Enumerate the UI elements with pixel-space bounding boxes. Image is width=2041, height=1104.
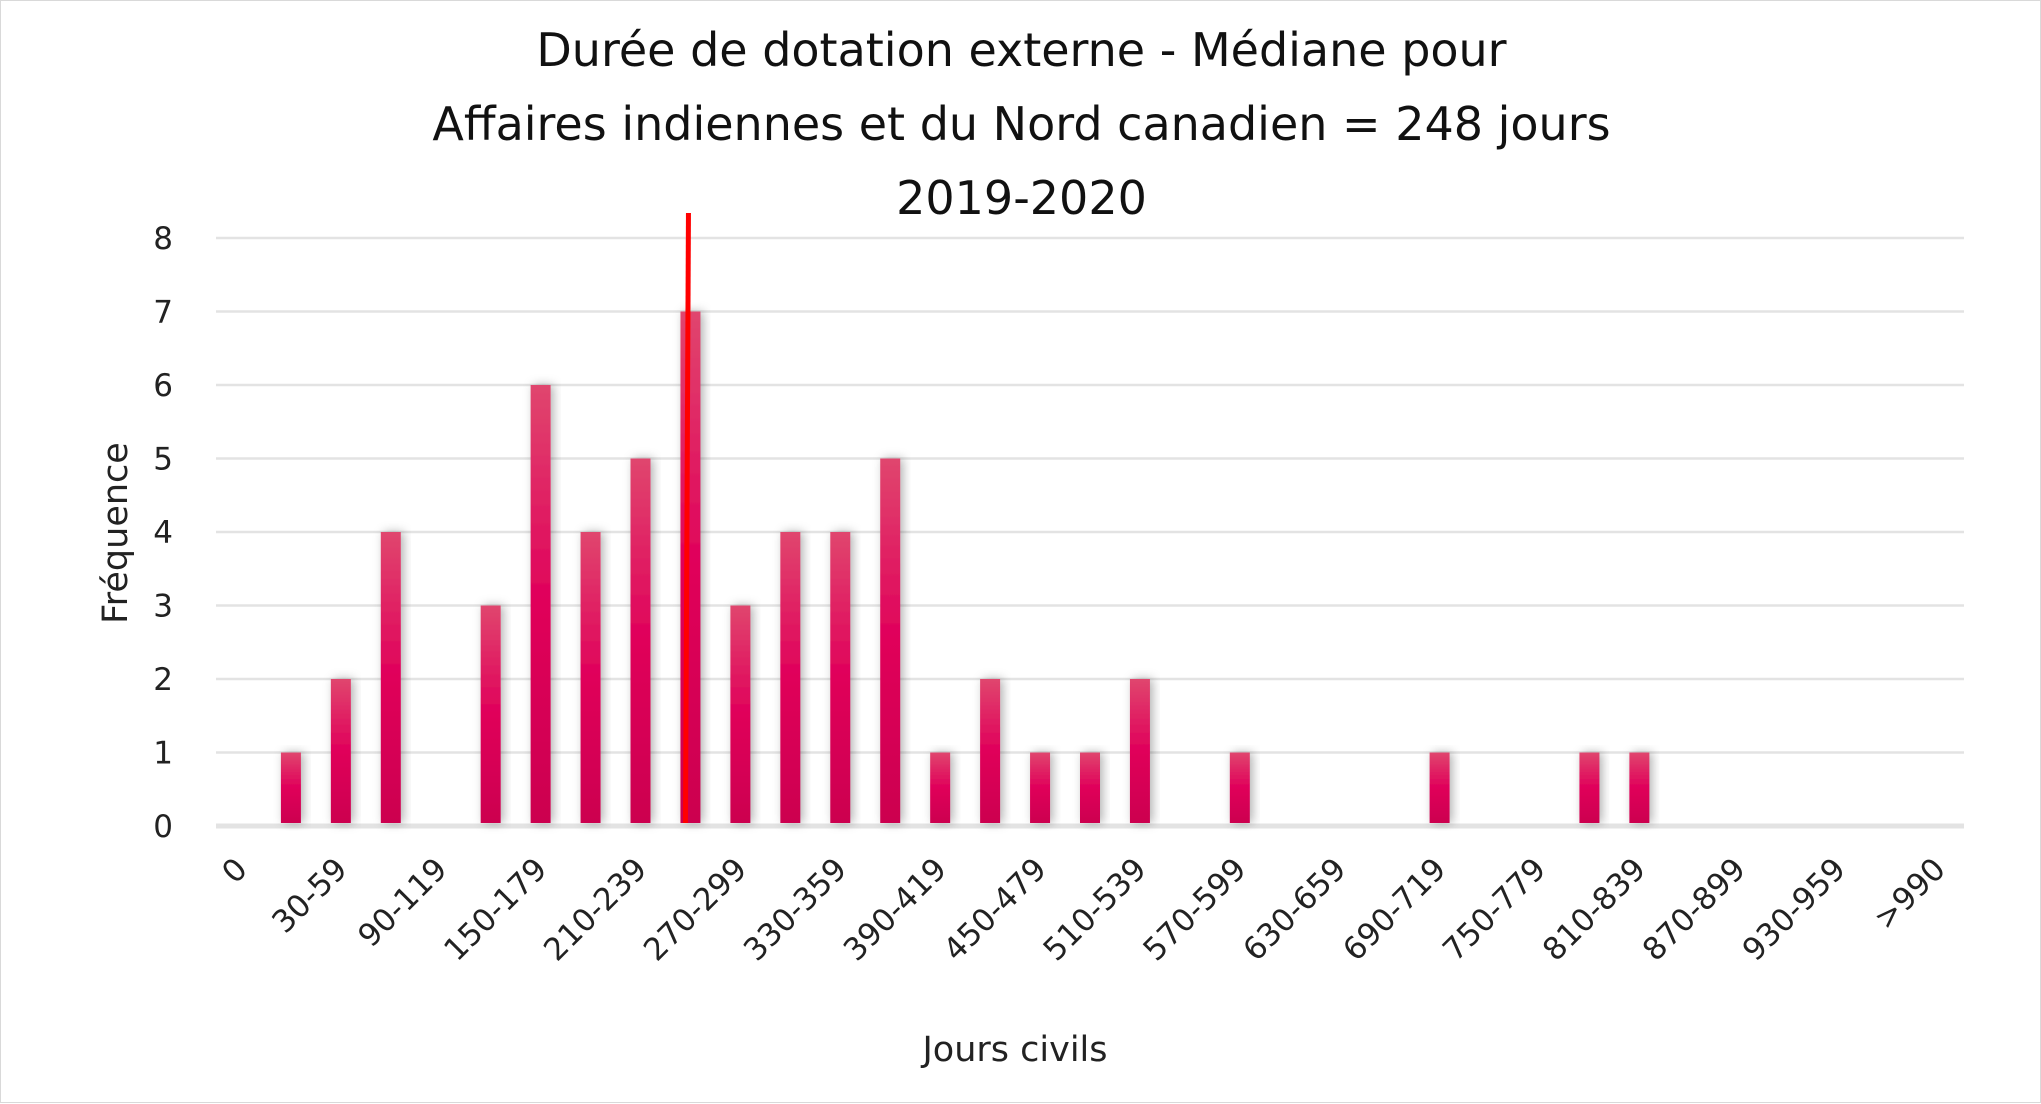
x-tick-label: 450-479 <box>937 851 1054 968</box>
x-tick-label: >990 <box>1867 851 1953 937</box>
bar-15 <box>980 679 1001 823</box>
x-tick-label: 870-899 <box>1636 851 1753 968</box>
x-tick-label: 330-359 <box>737 851 854 968</box>
y-tick-label: 1 <box>153 736 173 772</box>
bar-2 <box>330 679 351 823</box>
bar-1 <box>280 752 301 823</box>
bar-27 <box>1579 752 1600 823</box>
bar-20 <box>1229 752 1250 823</box>
chart-title-line-1: Durée de dotation externe - Médiane pour <box>536 23 1507 77</box>
bar-10 <box>730 605 751 823</box>
y-tick-label: 3 <box>153 589 173 625</box>
bar-5 <box>480 605 501 823</box>
median-line <box>682 212 691 824</box>
x-tick-label: 90-119 <box>351 851 454 954</box>
bar-7 <box>580 532 601 823</box>
x-tick-label: 690-719 <box>1336 851 1453 968</box>
bar-24 <box>1429 752 1450 823</box>
bar-13 <box>880 458 901 823</box>
y-tick-label: 8 <box>153 221 173 257</box>
y-tick-label: 7 <box>153 295 173 331</box>
x-tick-label: 750-779 <box>1436 851 1553 968</box>
bar-17 <box>1080 752 1100 823</box>
x-tick-label: 930-959 <box>1736 851 1853 968</box>
bar-14 <box>930 752 951 823</box>
y-axis-label: Fréquence <box>96 442 136 624</box>
x-tick-label: 270-299 <box>637 851 754 968</box>
y-tick-label: 5 <box>153 442 173 478</box>
chart-title-line-2: Affaires indiennes et du Nord canadien =… <box>432 97 1611 151</box>
y-tick-label: 2 <box>153 662 173 698</box>
x-tick-label: 150-179 <box>437 851 554 968</box>
x-tick-label: 630-659 <box>1236 851 1353 968</box>
bar-6 <box>530 385 551 823</box>
bar-11 <box>780 532 801 823</box>
x-tick-label: 30-59 <box>265 851 354 940</box>
y-tick-label: 6 <box>153 368 173 404</box>
bar-8 <box>630 458 651 823</box>
x-tick-label: 0 <box>215 851 254 890</box>
x-tick-label: 390-419 <box>837 851 954 968</box>
chart-title-line-3: 2019-2020 <box>896 171 1147 225</box>
y-tick-label: 0 <box>153 809 173 845</box>
bar-18 <box>1129 679 1150 823</box>
bar-3 <box>380 532 401 823</box>
x-tick-label: 810-839 <box>1536 851 1653 968</box>
x-tick-label: 210-239 <box>537 851 654 968</box>
bar-12 <box>830 532 851 823</box>
x-tick-label: 510-539 <box>1037 851 1154 968</box>
y-tick-label: 4 <box>153 515 173 551</box>
bar-16 <box>1030 752 1051 823</box>
bar-28 <box>1629 752 1650 823</box>
x-tick-label: 570-599 <box>1136 851 1253 968</box>
x-axis-label: Jours civils <box>920 1030 1107 1070</box>
